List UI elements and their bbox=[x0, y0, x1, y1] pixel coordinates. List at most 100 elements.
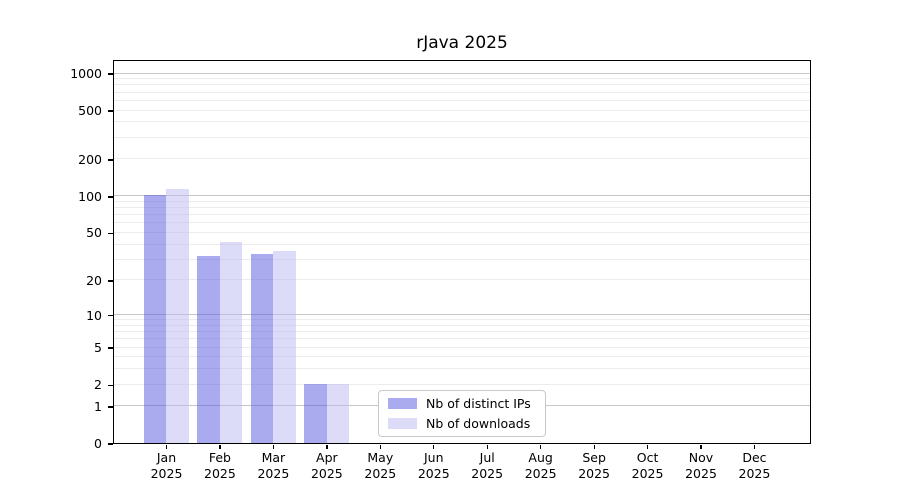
x-tick-year-dec: 2025 bbox=[738, 466, 771, 481]
y-tick-label-100: 100 bbox=[78, 188, 102, 204]
x-tick-jul bbox=[486, 444, 488, 449]
x-tick-label-jul: Jul 2025 bbox=[455, 450, 519, 482]
x-tick-label-nov: Nov 2025 bbox=[669, 450, 733, 482]
x-tick-feb bbox=[219, 444, 221, 449]
x-tick-month-oct: Oct bbox=[636, 450, 659, 465]
legend: Nb of distinct IPs Nb of downloads bbox=[378, 390, 546, 437]
x-tick-label-may: May 2025 bbox=[348, 450, 412, 482]
gridline-minor-4 bbox=[114, 356, 810, 358]
x-tick-label-feb: Feb 2025 bbox=[188, 450, 252, 482]
gridline-minor-2 bbox=[114, 383, 810, 385]
x-tick-year-oct: 2025 bbox=[631, 466, 664, 481]
gridline-minor-7 bbox=[114, 331, 810, 333]
x-tick-month-sep: Sep bbox=[582, 450, 606, 465]
y-tick-label-200: 200 bbox=[78, 151, 102, 167]
x-tick-label-oct: Oct 2025 bbox=[616, 450, 680, 482]
y-tick-0 bbox=[107, 443, 113, 445]
bars-layer bbox=[114, 61, 810, 443]
gridline-minor-300 bbox=[114, 136, 810, 138]
gridline-minor-30 bbox=[114, 258, 810, 260]
gridline-minor-500 bbox=[114, 109, 810, 111]
gridline-minor-3 bbox=[114, 368, 810, 370]
x-tick-jan bbox=[165, 444, 168, 449]
y-tick-label-10: 10 bbox=[86, 307, 102, 323]
x-tick-month-dec: Dec bbox=[742, 450, 767, 465]
bar-jan-downloads bbox=[166, 188, 189, 443]
gridline-minor-60 bbox=[114, 222, 810, 224]
x-tick-nov bbox=[700, 444, 702, 449]
bar-jan-distinct-ips bbox=[143, 195, 167, 443]
x-tick-month-jan: Jan bbox=[156, 450, 177, 465]
gridline-minor-800 bbox=[114, 84, 810, 86]
gridline-minor-40 bbox=[114, 243, 810, 245]
y-tick-200 bbox=[107, 159, 113, 161]
legend-entry-distinct-ips: Nb of distinct IPs bbox=[388, 395, 536, 413]
x-tick-label-sep: Sep 2025 bbox=[562, 450, 626, 482]
gridline-minor-700 bbox=[114, 91, 810, 93]
legend-swatch-downloads bbox=[388, 417, 417, 429]
y-tick-label-1000: 1000 bbox=[70, 65, 102, 81]
x-tick-label-jun: Jun 2025 bbox=[402, 450, 466, 482]
y-tick-10 bbox=[107, 314, 113, 317]
y-tick-label-5: 5 bbox=[94, 340, 102, 356]
x-tick-mar bbox=[272, 444, 275, 449]
x-tick-month-feb: Feb bbox=[208, 450, 231, 465]
x-tick-year-jun: 2025 bbox=[417, 466, 450, 481]
y-tick-label-500: 500 bbox=[78, 103, 102, 119]
gridline-minor-70 bbox=[114, 214, 810, 216]
gridline-minor-8 bbox=[114, 324, 810, 326]
legend-label-downloads: Nb of downloads bbox=[426, 415, 531, 431]
x-tick-month-apr: Apr bbox=[316, 450, 338, 465]
x-tick-sep bbox=[593, 444, 595, 449]
legend-swatch-distinct-ips bbox=[388, 398, 417, 410]
legend-label-distinct-ips: Nb of distinct IPs bbox=[426, 396, 531, 412]
gridline-minor-400 bbox=[114, 121, 810, 123]
plot-area: Nb of distinct IPs Nb of downloads bbox=[113, 60, 811, 444]
gridline-major-100 bbox=[114, 195, 810, 197]
y-tick-label-0: 0 bbox=[94, 436, 102, 451]
x-tick-year-sep: 2025 bbox=[578, 466, 610, 481]
x-tick-month-may: May bbox=[367, 450, 394, 465]
gridline-minor-200 bbox=[114, 158, 810, 160]
x-tick-year-mar: 2025 bbox=[257, 466, 290, 481]
gridline-major-1000 bbox=[114, 72, 810, 74]
x-tick-dec bbox=[753, 444, 756, 449]
x-tick-oct bbox=[646, 444, 649, 449]
x-tick-jun bbox=[433, 444, 435, 449]
y-tick-100 bbox=[107, 196, 113, 198]
x-tick-label-mar: Mar 2025 bbox=[241, 450, 305, 482]
x-tick-aug bbox=[540, 444, 542, 449]
gridline-minor-50 bbox=[114, 231, 810, 233]
x-tick-month-nov: Nov bbox=[688, 450, 714, 465]
bar-mar-downloads bbox=[273, 251, 296, 443]
y-tick-2 bbox=[107, 384, 113, 386]
x-tick-year-nov: 2025 bbox=[685, 466, 717, 481]
x-tick-month-mar: Mar bbox=[261, 450, 286, 465]
bar-feb-downloads bbox=[219, 241, 243, 443]
x-tick-year-may: 2025 bbox=[364, 466, 397, 481]
x-tick-year-jan: 2025 bbox=[150, 466, 183, 481]
x-tick-label-apr: Apr 2025 bbox=[295, 450, 359, 482]
y-tick-label-20: 20 bbox=[86, 272, 102, 288]
gridline-minor-900 bbox=[114, 78, 810, 80]
gridline-minor-5 bbox=[114, 346, 810, 348]
y-tick-label-1: 1 bbox=[94, 398, 102, 414]
x-tick-year-apr: 2025 bbox=[310, 466, 343, 481]
gridline-minor-80 bbox=[114, 207, 810, 209]
x-tick-label-aug: Aug 2025 bbox=[509, 450, 573, 482]
x-tick-year-aug: 2025 bbox=[524, 466, 557, 481]
y-tick-label-50: 50 bbox=[86, 225, 102, 241]
x-tick-year-feb: 2025 bbox=[204, 466, 236, 481]
x-tick-month-jun: Jun bbox=[423, 450, 444, 465]
bar-apr-downloads bbox=[326, 384, 350, 443]
gridlines-layer bbox=[114, 61, 810, 443]
x-tick-label-jan: Jan 2025 bbox=[135, 450, 199, 482]
x-tick-label-dec: Dec 2025 bbox=[722, 450, 786, 482]
y-tick-1 bbox=[107, 406, 113, 408]
gridline-minor-600 bbox=[114, 99, 810, 101]
gridline-minor-9 bbox=[114, 319, 810, 321]
bar-apr-distinct-ips bbox=[304, 384, 327, 443]
x-tick-month-aug: Aug bbox=[528, 450, 553, 465]
x-tick-may bbox=[379, 444, 381, 449]
